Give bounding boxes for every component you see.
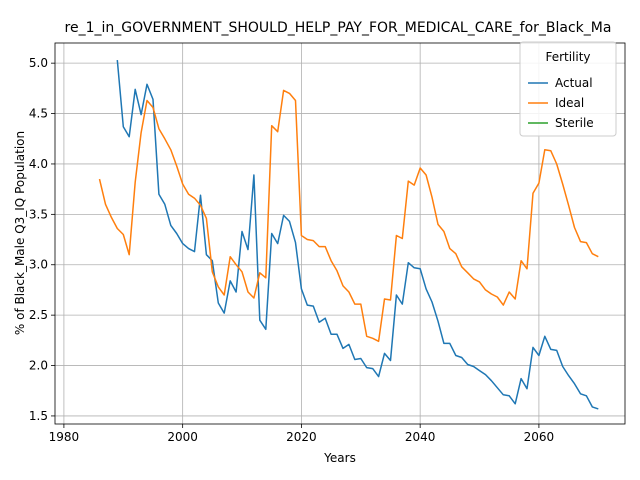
- legend-label-ideal: Ideal: [555, 96, 584, 110]
- x-axis: 1980 2000 2020 2040 2060: [49, 424, 555, 444]
- legend-label-actual: Actual: [555, 76, 593, 90]
- plot-frame: [54, 42, 626, 425]
- legend-title: Fertility: [545, 50, 590, 64]
- x-tick-label: 2000: [167, 430, 198, 444]
- x-tick-label: 2060: [524, 430, 555, 444]
- y-tick-label: 3.5: [29, 207, 48, 221]
- x-tick-label: 2040: [405, 430, 436, 444]
- y-tick-label: 5.0: [29, 56, 48, 70]
- y-axis-label: % of Black_Male Q3_IQ Population: [13, 131, 27, 335]
- legend: Fertility Actual Ideal Sterile: [519, 41, 617, 137]
- x-axis-label: Years: [323, 451, 356, 465]
- y-tick-label: 3.0: [29, 258, 48, 272]
- y-tick-label: 2.0: [29, 359, 48, 373]
- chart-title: re_1_in_GOVERNMENT_SHOULD_HELP_PAY_FOR_M…: [65, 20, 612, 36]
- x-tick-label: 1980: [49, 430, 80, 444]
- y-tick-label: 4.5: [29, 107, 48, 121]
- y-tick-label: 4.0: [29, 157, 48, 171]
- series-lines: [98, 60, 599, 410]
- y-tick-label: 2.5: [29, 308, 48, 322]
- series-line-actual: [116, 60, 599, 410]
- y-tick-label: 1.5: [29, 409, 48, 423]
- legend-label-sterile: Sterile: [555, 116, 594, 130]
- legend-box: [519, 41, 617, 137]
- series-line-ideal: [98, 89, 599, 343]
- x-tick-label: 2020: [286, 430, 317, 444]
- y-axis: 1.5 2.0 2.5 3.0 3.5 4.0 4.5 5.0: [29, 56, 55, 423]
